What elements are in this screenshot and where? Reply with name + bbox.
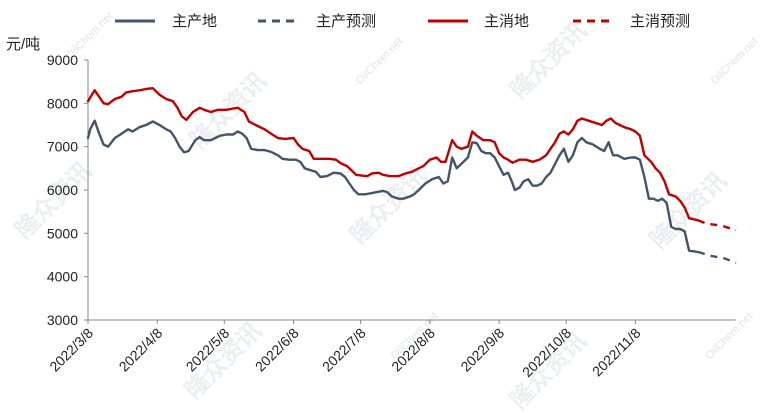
legend-label-producing: 主产地 — [172, 13, 217, 30]
legend-label-producing-forecast: 主产预测 — [316, 13, 376, 30]
watermark-group: 隆众资讯 隆众资讯 隆众资讯 隆众资讯 隆众资讯 隆众资讯 隆众资讯 OilCh… — [9, 10, 760, 413]
x-tick-label: 2022/11/8 — [589, 325, 644, 380]
y-tick-label: 8000 — [47, 95, 78, 111]
series-line-0 — [86, 119, 700, 254]
y-axis-unit-label: 元/吨 — [6, 36, 40, 53]
watermark-subtext: OilChem.net — [704, 310, 756, 362]
legend: 主产地 主产预测 主消地 主消预测 — [115, 13, 690, 30]
legend-label-consuming: 主消地 — [484, 13, 529, 30]
watermark-subtext: OilChem.net — [709, 35, 761, 87]
watermark-subtext: OilChem.net — [354, 35, 406, 87]
y-tick-label: 3000 — [47, 312, 78, 328]
y-tick-label: 4000 — [47, 269, 78, 285]
x-tick-label: 2022/4/8 — [116, 325, 166, 375]
watermark-text: 隆众资讯 — [644, 167, 732, 255]
y-axis-ticks: 3000 4000 5000 6000 7000 8000 9000 — [47, 52, 88, 328]
series-layer — [86, 86, 737, 264]
x-tick-label: 2022/9/8 — [457, 325, 507, 375]
x-tick-label: 2022/3/8 — [46, 325, 96, 375]
series-line-1 — [697, 250, 737, 264]
y-tick-label: 9000 — [47, 52, 78, 68]
y-tick-label: 5000 — [47, 225, 78, 241]
y-tick-label: 6000 — [47, 182, 78, 198]
y-tick-label: 7000 — [47, 139, 78, 155]
legend-label-consuming-forecast: 主消预测 — [630, 13, 690, 30]
x-tick-label: 2022/7/8 — [319, 325, 369, 375]
series-line-2 — [86, 86, 700, 222]
series-line-3 — [697, 219, 737, 232]
